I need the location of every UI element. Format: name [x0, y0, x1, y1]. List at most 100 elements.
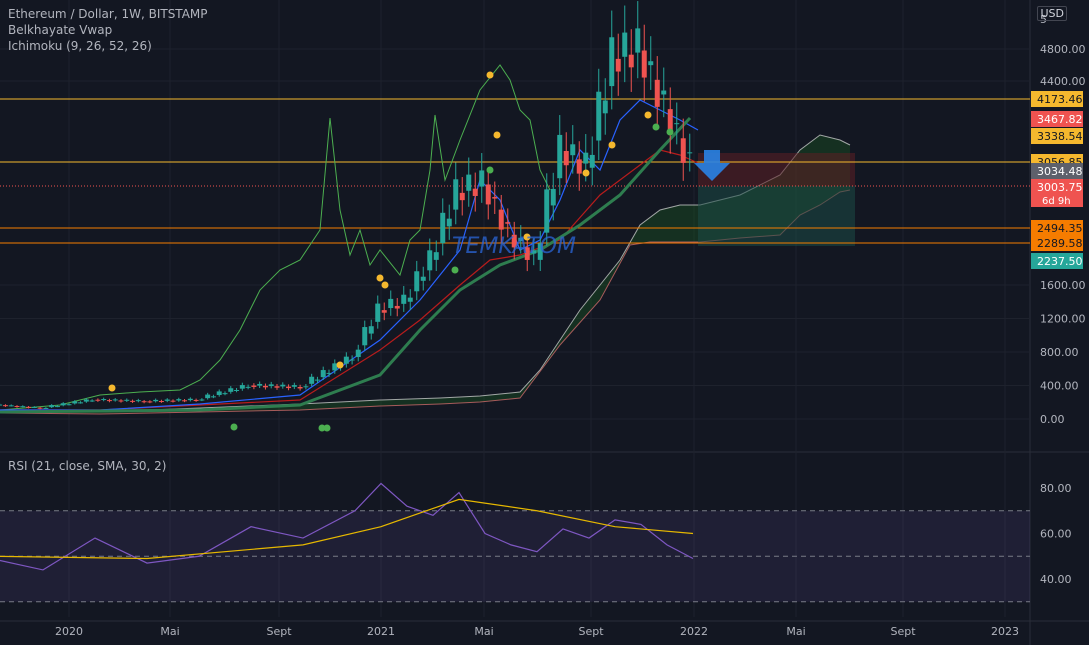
time-axis[interactable]: 2020 Mai Sept 2021 Mai Sept 2022 Mai Sept 2023: [55, 625, 1019, 638]
candle-body: [446, 218, 452, 227]
candle-body: [78, 402, 84, 404]
candle-body: [511, 234, 517, 248]
indicator-vwap[interactable]: Belkhayate Vwap: [8, 23, 113, 37]
candle-body: [176, 399, 182, 401]
signal-dot-yellow: [376, 274, 384, 282]
time-tick-label[interactable]: 2023: [991, 625, 1019, 638]
down-arrow-icon: [694, 150, 730, 181]
candle-body: [60, 403, 66, 406]
time-tick-label[interactable]: Mai: [160, 625, 179, 638]
candle-body: [2, 405, 8, 407]
candle-body: [95, 399, 101, 401]
candle-body: [635, 28, 641, 53]
candle-body: [54, 406, 60, 408]
candle-body: [524, 247, 530, 260]
candle-body: [153, 399, 159, 402]
candle-body: [112, 399, 118, 401]
candle-body: [66, 404, 72, 406]
candle-body: [239, 385, 245, 389]
level-price-label: 2289.58: [1037, 237, 1083, 250]
candle-body: [498, 209, 504, 230]
candle-body: [362, 327, 368, 346]
time-tick-label[interactable]: 2022: [680, 625, 708, 638]
price-tag[interactable]: [1031, 111, 1083, 127]
candle-body: [8, 405, 14, 407]
price-axis[interactable]: 0.00 400.00 800.00 1200.00 1600.00 4400.00 480…: [1040, 13, 1086, 426]
price-tag[interactable]: [1031, 163, 1083, 179]
candle-body: [466, 174, 472, 191]
candle-body: [459, 192, 465, 201]
price-tag-label: 3467.82: [1037, 113, 1083, 126]
signal-dot-green: [323, 424, 331, 432]
candle-body: [124, 399, 130, 401]
candle-body: [602, 100, 608, 114]
candle-body: [274, 386, 280, 388]
price-tag-label: 2237.50: [1037, 255, 1083, 268]
candle-body: [368, 326, 374, 334]
signal-dot-yellow: [644, 111, 652, 119]
chart-legend: Ethereum / Dollar, 1W, BITSTAMP Belkhaya…: [8, 6, 208, 54]
candle-body: [472, 188, 478, 196]
time-tick-label[interactable]: 2020: [55, 625, 83, 638]
candle-body: [182, 400, 188, 402]
stop-loss-zone: [698, 153, 855, 186]
candle-body: [563, 151, 569, 166]
time-tick-label[interactable]: Sept: [266, 625, 292, 638]
level-price-tag[interactable]: [1031, 91, 1083, 107]
price-tag[interactable]: [1031, 253, 1083, 269]
time-tick-label[interactable]: Mai: [474, 625, 493, 638]
candle-body: [583, 152, 589, 164]
signal-dot-yellow: [108, 384, 116, 392]
candle-body: [628, 54, 634, 68]
price-tick-label: 1200.00: [1040, 313, 1086, 326]
candle-body: [210, 396, 216, 398]
candle-body: [349, 359, 355, 361]
candle-body: [687, 152, 693, 154]
candle-body: [661, 90, 667, 95]
candle-body: [228, 388, 234, 392]
candle-body: [83, 399, 89, 402]
level-price-label: 4173.46: [1037, 93, 1083, 106]
price-tick-label: 5: [1040, 13, 1047, 26]
rsi-legend: RSI (21, close, SMA, 30, 2): [8, 458, 166, 474]
indicator-ichimoku[interactable]: Ichimoku (9, 26, 52, 26): [8, 39, 152, 53]
candle-body: [101, 399, 107, 401]
price-tag[interactable]: [1031, 128, 1083, 144]
candle-body: [332, 363, 338, 371]
rsi-pane: 40.00 60.00 80.00: [0, 482, 1072, 603]
signal-dot-yellow: [608, 141, 616, 149]
time-tick-label[interactable]: 2021: [367, 625, 395, 638]
candle-body: [596, 91, 602, 141]
signal-dot-yellow: [582, 169, 590, 177]
price-tag-label: 3003.75: [1037, 181, 1083, 194]
currency-badge[interactable]: USD: [1037, 6, 1067, 21]
candle-body: [268, 384, 274, 387]
level-price-label: 2494.35: [1037, 222, 1083, 235]
candle-body: [557, 134, 563, 179]
time-tick-label[interactable]: Sept: [890, 625, 916, 638]
candle-body: [505, 222, 511, 224]
candle-body: [158, 401, 164, 403]
candle-body: [49, 405, 55, 408]
candle-body: [667, 109, 673, 134]
time-tick-label[interactable]: Sept: [578, 625, 604, 638]
horizontal-levels[interactable]: 4173.463056.852494.352289.583467.823338.…: [0, 91, 1083, 269]
level-price-tag[interactable]: [1031, 235, 1083, 251]
rsi-title[interactable]: RSI (21, close, SMA, 30, 2): [8, 459, 167, 473]
price-tag[interactable]: [1031, 179, 1083, 207]
candle-body: [303, 386, 309, 388]
price-tick-label: 0.00: [1040, 413, 1065, 426]
belkhayate-vwap: [0, 116, 692, 414]
time-tick-label[interactable]: Mai: [786, 625, 805, 638]
candle-body: [257, 383, 263, 386]
signal-dot-yellow: [523, 233, 531, 241]
candle-body: [297, 386, 303, 389]
candle-body: [674, 123, 680, 125]
candle-body: [20, 406, 26, 408]
candle-body: [222, 393, 228, 395]
candle-body: [492, 197, 498, 199]
candle-body: [622, 32, 628, 57]
level-price-tag[interactable]: [1031, 220, 1083, 236]
